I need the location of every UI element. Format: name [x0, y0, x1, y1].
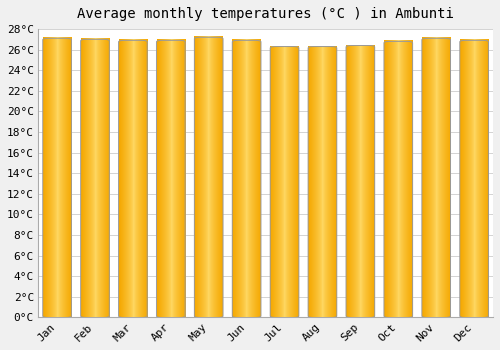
Title: Average monthly temperatures (°C ) in Ambunti: Average monthly temperatures (°C ) in Am… — [77, 7, 454, 21]
